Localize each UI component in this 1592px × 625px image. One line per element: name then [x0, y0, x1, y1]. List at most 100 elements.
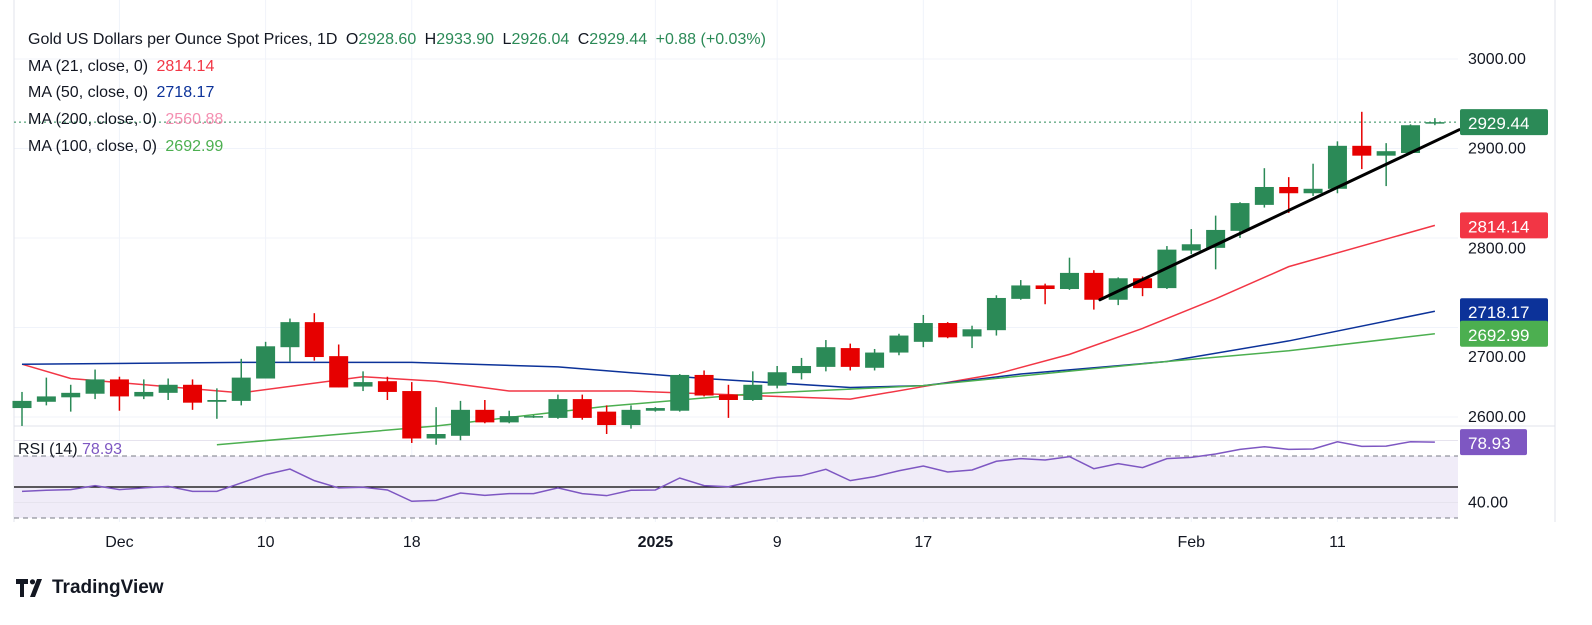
ma21-legend[interactable]: MA (21, close, 0) 2814.14 — [28, 57, 218, 77]
candle-body — [134, 391, 154, 397]
rsi-pane — [14, 440, 1458, 519]
rsi-tick-label: 40.00 — [1468, 495, 1508, 512]
ma50-value: 2718.17 — [156, 84, 215, 101]
candle-body — [718, 394, 738, 400]
candle-body — [12, 400, 32, 409]
price-tick-label: 2900.00 — [1468, 141, 1526, 158]
close-value: C2929.44 — [578, 31, 647, 48]
tradingview-logo[interactable]: TradingView — [16, 577, 164, 599]
candle-body — [377, 381, 397, 392]
ma100-legend[interactable]: MA (100, close, 0) 2692.99 — [28, 137, 227, 157]
price-tick-label: 2700.00 — [1468, 349, 1526, 366]
change-value: +0.88 (+0.03%) — [655, 31, 766, 48]
candle-body — [986, 297, 1006, 331]
candle-body — [1011, 285, 1031, 299]
candle-body — [1425, 122, 1445, 124]
candle-body — [1035, 285, 1055, 290]
main-legend: Gold US Dollars per Ounce Spot Prices, 1… — [28, 30, 770, 50]
candle-body — [1084, 272, 1104, 300]
candle-body — [1401, 125, 1421, 153]
time-tick-label: Dec — [105, 534, 133, 551]
ma-value-tag — [1460, 298, 1548, 325]
candle-body — [962, 329, 982, 337]
ma200-label: MA (200, close, 0) — [28, 111, 157, 128]
candle-body — [499, 416, 519, 423]
ma-value-tag — [1460, 320, 1548, 347]
axes: 3000.00 2900.00 2800.00 2700.00 2600.00 40.00… — [105, 51, 1526, 551]
candle-body — [183, 384, 203, 403]
brand-name: TradingView — [52, 577, 164, 598]
ma200-legend[interactable]: MA (200, close, 0) 2560.88 — [28, 110, 227, 130]
rsi-line — [21, 440, 1435, 503]
low-label: L — [502, 31, 512, 48]
tradingview-logo-icon — [16, 579, 42, 597]
candle-body — [158, 384, 178, 393]
candle-body — [572, 399, 592, 418]
candle-body — [645, 408, 665, 411]
candle-body — [304, 322, 324, 358]
ma21-label: MA (21, close, 0) — [28, 58, 149, 75]
overlay — [14, 121, 1461, 302]
ma50-legend[interactable]: MA (50, close, 0) 2718.17 — [28, 83, 218, 103]
time-tick-label: 2025 — [638, 534, 674, 551]
candle-body — [865, 352, 885, 368]
time-tick-label: 18 — [403, 534, 421, 551]
candle-body — [36, 396, 56, 402]
close-number: 2929.44 — [589, 31, 648, 48]
candle-body — [792, 365, 812, 374]
candle-body — [1254, 186, 1274, 205]
candle-body — [475, 409, 495, 423]
high-value: H2933.90 — [425, 31, 494, 48]
candles — [12, 111, 1445, 445]
candle-body — [694, 374, 714, 396]
candle-body — [840, 348, 860, 367]
rsi-label: RSI (14) — [18, 441, 78, 458]
rsi-value: 78.93 — [82, 441, 123, 458]
time-tick-label: Feb — [1177, 534, 1205, 551]
ma-value-tag — [1460, 212, 1548, 239]
ma-value-tag-text: 2718.17 — [1468, 303, 1529, 322]
candle-body — [402, 391, 422, 439]
symbol-title: Gold US Dollars per Ounce Spot Prices, 1… — [28, 31, 338, 48]
candle-body — [1279, 186, 1299, 194]
candle-body — [597, 411, 617, 426]
time-tick-label: 17 — [914, 534, 932, 551]
low-value: L2926.04 — [503, 31, 570, 48]
price-tick-label: 3000.00 — [1468, 51, 1526, 68]
high-number: 2933.90 — [436, 31, 495, 48]
candle-body — [61, 392, 81, 398]
candle-body — [767, 372, 787, 386]
candle-body — [280, 322, 300, 348]
candle-body — [426, 434, 446, 439]
price-tick-label: 2600.00 — [1468, 409, 1526, 426]
candle-body — [548, 399, 568, 418]
price-tick-label: 2800.00 — [1468, 240, 1526, 257]
time-tick-label: 10 — [257, 534, 275, 551]
trendline — [1098, 128, 1461, 302]
price-tags: 2929.44 2814.14 2718.17 2692.99 78.93 — [1460, 109, 1548, 456]
ma-value-tag-text: 2814.14 — [1468, 217, 1529, 236]
candle-body — [207, 399, 227, 402]
last-price-tag — [1460, 109, 1548, 136]
low-number: 2926.04 — [511, 31, 570, 48]
ma50-label: MA (50, close, 0) — [28, 84, 149, 101]
candle-body — [85, 379, 105, 394]
candle-body — [670, 374, 690, 411]
candle-body — [889, 335, 909, 353]
candle-body — [256, 346, 276, 379]
candle-body — [743, 384, 763, 400]
time-tick-label: 11 — [1329, 534, 1346, 551]
rsi-tag-text: 78.93 — [1468, 434, 1511, 453]
candle-body — [938, 323, 958, 338]
time-tick-label: 9 — [773, 534, 782, 551]
ma100-label: MA (100, close, 0) — [28, 138, 157, 155]
ma-value-tag-text: 2692.99 — [1468, 326, 1529, 345]
candle-body — [1230, 203, 1250, 231]
open-value: O2928.60 — [346, 31, 416, 48]
candle-body — [621, 409, 641, 426]
rsi-legend[interactable]: RSI (14) 78.93 — [18, 441, 122, 459]
ma-line — [21, 310, 1436, 389]
candle-body — [329, 356, 349, 388]
candle-body — [913, 323, 933, 342]
